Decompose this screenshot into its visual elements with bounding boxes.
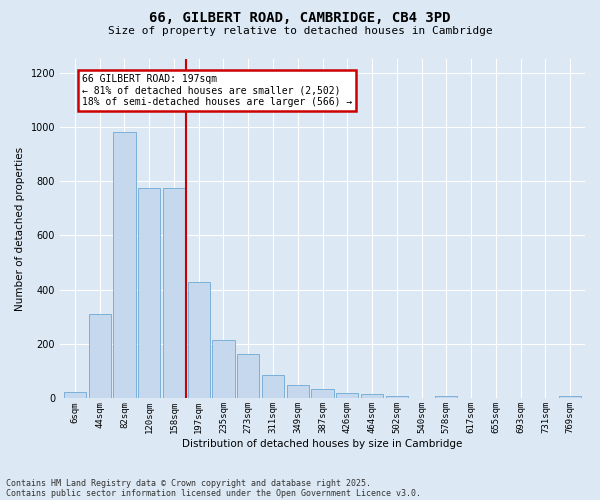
Bar	[336, 393, 358, 398]
Y-axis label: Number of detached properties: Number of detached properties	[15, 146, 25, 311]
Bar	[361, 394, 383, 398]
X-axis label: Distribution of detached houses by size in Cambridge: Distribution of detached houses by size …	[182, 439, 463, 449]
Text: 66 GILBERT ROAD: 197sqm
← 81% of detached houses are smaller (2,502)
18% of semi: 66 GILBERT ROAD: 197sqm ← 81% of detache…	[82, 74, 353, 107]
Bar	[311, 390, 334, 398]
Bar	[188, 282, 210, 399]
Bar	[287, 385, 309, 398]
Bar	[64, 392, 86, 398]
Bar	[138, 188, 160, 398]
Text: 66, GILBERT ROAD, CAMBRIDGE, CB4 3PD: 66, GILBERT ROAD, CAMBRIDGE, CB4 3PD	[149, 11, 451, 25]
Bar	[559, 396, 581, 398]
Bar	[435, 396, 457, 398]
Bar	[212, 340, 235, 398]
Bar	[262, 376, 284, 398]
Bar	[386, 396, 408, 398]
Bar	[89, 314, 111, 398]
Bar	[163, 188, 185, 398]
Text: Size of property relative to detached houses in Cambridge: Size of property relative to detached ho…	[107, 26, 493, 36]
Bar	[113, 132, 136, 398]
Bar	[237, 354, 259, 399]
Text: Contains HM Land Registry data © Crown copyright and database right 2025.
Contai: Contains HM Land Registry data © Crown c…	[6, 478, 421, 498]
